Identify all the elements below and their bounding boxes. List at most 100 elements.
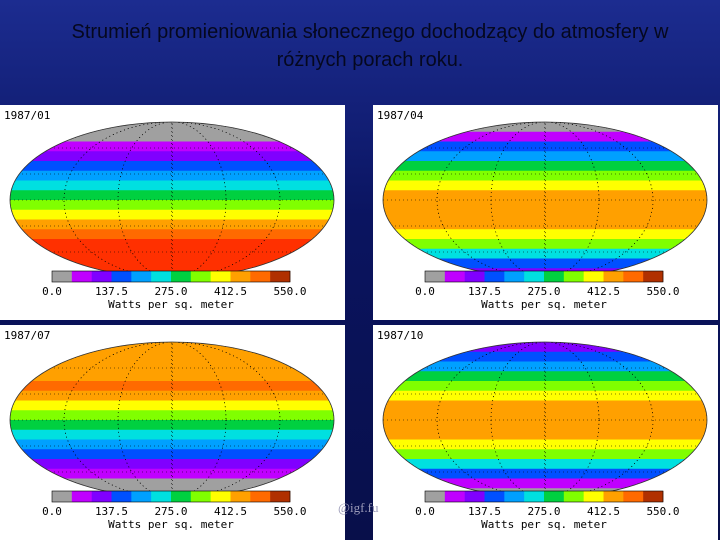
band [383,351,707,362]
band [383,229,707,240]
colorbar-frame [424,490,664,503]
band [383,468,707,479]
colorbar-segment [544,491,565,502]
band [383,151,707,162]
meridian [544,122,546,278]
colorbar-frame [51,270,291,283]
colorbar-segment [91,491,112,502]
band [10,371,334,382]
band [383,361,707,372]
band [10,449,334,460]
colorbar-segment [111,491,132,502]
map-bands [383,122,707,278]
band [10,429,334,440]
colorbar-segment [524,491,545,502]
colorbar-tick-label: 0.0 [42,505,62,518]
colorbar-segment [250,491,271,502]
colorbar-segment [603,271,624,282]
footer: @igf.fu [338,500,379,515]
band [383,180,707,191]
colorbar-frame [51,490,291,503]
band [383,161,707,172]
colorbar-segment [643,491,664,502]
map-bands [383,342,707,498]
colorbar-segment [131,271,152,282]
colorbar-tick-label: 137.5 [95,505,128,518]
colorbar-tick-label: 412.5 [214,505,247,518]
colorbar-unit: Watts per sq. meter [481,298,607,311]
colorbar-tick-label: 275.0 [527,505,560,518]
band [10,390,334,401]
colorbar-segment [464,491,485,502]
colorbar-segment [544,271,565,282]
map: 1987/07 0.0 137.5 275.0 412.5 550.0 Watts per … [4,329,335,531]
band [10,381,334,392]
colorbar-segment [151,491,172,502]
band [10,131,334,142]
colorbar-segment [71,491,92,502]
colorbar-segment [563,271,584,282]
band [383,141,707,152]
band [10,410,334,421]
band [383,381,707,392]
band [383,170,707,181]
colorbar-segment [270,271,291,282]
colorbar-tick-label: 550.0 [646,285,679,298]
band [383,429,707,440]
band [10,420,334,431]
band [10,141,334,152]
map-panel: 1987/01 0.0 137.5 275.0 412.5 550.0 Watts per … [0,105,345,320]
colorbar-unit: Watts per sq. meter [108,518,234,531]
meridian [436,122,654,278]
colorbar-tick-label: 412.5 [214,285,247,298]
colorbar-frame [424,270,664,283]
colorbar-segment [603,491,624,502]
band [10,439,334,450]
colorbar-segment [190,491,211,502]
band [10,170,334,181]
colorbar-segment [52,271,73,282]
band [383,200,707,211]
band [383,190,707,201]
colorbar-segment [444,271,465,282]
band [10,459,334,470]
map-panel: 1987/07 0.0 137.5 275.0 412.5 550.0 Watts per … [0,325,345,540]
colorbar-segment [270,491,291,502]
band [10,151,334,162]
colorbar-segment [230,491,251,502]
colorbar-unit: Watts per sq. meter [481,518,607,531]
colorbar-segment [444,491,465,502]
colorbar-unit: Watts per sq. meter [108,298,234,311]
band [383,131,707,142]
band [10,468,334,479]
map: 1987/04 0.0 137.5 275.0 412.5 550.0 Watts per … [377,109,708,311]
colorbar-tick-label: 550.0 [273,285,306,298]
map-bands [10,342,334,498]
colorbar-tick-label: 275.0 [154,285,187,298]
date-label: 1987/10 [377,329,423,342]
colorbar-segment [623,271,644,282]
date-label: 1987/07 [4,329,50,342]
band [383,459,707,470]
colorbar-tick-label: 137.5 [468,285,501,298]
colorbar-segment [524,271,545,282]
meridian [63,342,281,498]
colorbar-segment [91,271,112,282]
colorbar-tick-label: 412.5 [587,285,620,298]
map-panel: 1987/04 0.0 137.5 275.0 412.5 550.0 Watts per … [373,105,718,320]
band [383,439,707,450]
colorbar-segment [210,271,231,282]
colorbar-tick-label: 137.5 [468,505,501,518]
colorbar-segment [151,271,172,282]
map: 1987/10 0.0 137.5 275.0 412.5 550.0 Watts per … [377,329,708,531]
colorbar-segment [643,271,664,282]
colorbar-tick-label: 0.0 [415,505,435,518]
band [10,161,334,172]
colorbar-segment [171,271,192,282]
meridian [171,122,173,278]
band [383,371,707,382]
colorbar-segment [583,491,604,502]
colorbar-tick-label: 275.0 [154,505,187,518]
map-bands [10,122,334,278]
colorbar-segment [563,491,584,502]
